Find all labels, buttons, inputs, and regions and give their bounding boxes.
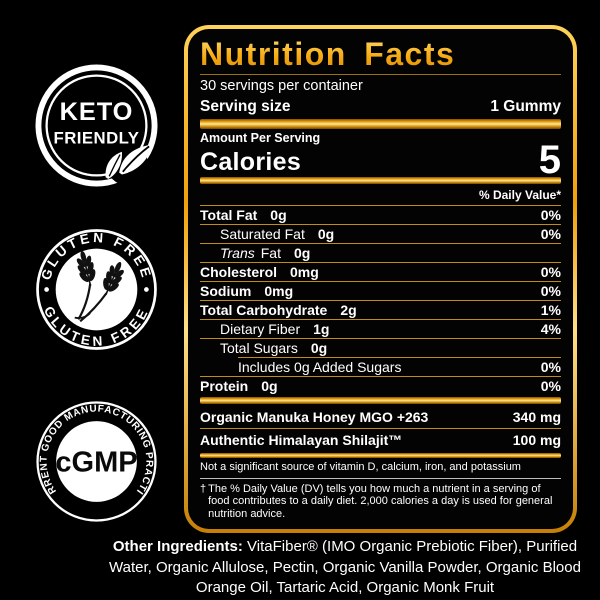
badge-cgmp: CURRENT GOOD MANUFACTURING PRACTICE cGMP — [33, 398, 160, 525]
gf-outer-ring — [36, 229, 157, 350]
nutrient-name: Dietary Fiber — [220, 320, 301, 337]
footnote-divider — [200, 477, 561, 479]
supplement-row-shilajit: Authentic Himalayan Shilajit™ 100 mg — [200, 429, 561, 451]
nutrient-amount: 0g — [317, 225, 335, 242]
indented-separator — [238, 357, 561, 358]
nutrient-name: Includes 0g Added Sugars — [238, 358, 402, 375]
nutrient-dv: 0% — [540, 377, 561, 394]
nutrition-facts-content: Nutrition Facts 30 servings per containe… — [188, 29, 573, 529]
keto-text: KETO — [60, 98, 134, 126]
nutrient-name: Cholesterol — [200, 263, 278, 280]
nutrient-dv: 0% — [540, 282, 561, 299]
nutrient-amount: 2g — [340, 301, 357, 318]
nutrient-row-saturated-fat: Saturated Fat 0g 0% — [200, 225, 561, 244]
footnote-dv-text: The % Daily Value (DV) tells you how muc… — [208, 482, 553, 520]
supplement-name: Organic Manuka Honey MGO +263 — [200, 409, 429, 425]
servings-per-container: 30 servings per container — [200, 78, 363, 94]
keto-badge-graphic: KETO FRIENDLY — [35, 64, 158, 187]
other-ingredients-text: VitaFiber® (IMO Organic Prebiotic Fiber)… — [109, 538, 581, 596]
friendly-text: FRIENDLY — [54, 129, 140, 148]
nutrient-row-total-carbohydrate: Total Carbohydrate 2g 1% — [200, 301, 561, 320]
footnote-daily-value: † The % Daily Value (DV) tells you how m… — [200, 483, 561, 521]
other-ingredients: Other Ingredients: VitaFiber® (IMO Organ… — [95, 537, 595, 599]
nutrient-row-total-fat: Total Fat 0g 0% — [200, 206, 561, 225]
nutrient-name: Saturated Fat — [220, 225, 305, 242]
nutrient-amount: 0mg — [290, 263, 319, 280]
nutrient-amount: 0g — [261, 377, 278, 394]
nutrient-row-sodium: Sodium 0mg 0% — [200, 282, 561, 301]
cgmp-center-text: cGMP — [55, 446, 137, 478]
nutrient-dv: 4% — [540, 320, 561, 337]
nutrient-row-cholesterol: Cholesterol 0mg 0% — [200, 263, 561, 282]
nutrient-amount: 0mg — [264, 282, 294, 299]
nutrient-dv: 0% — [540, 263, 561, 280]
daily-value-header: % Daily Value* — [200, 186, 561, 206]
nutrient-dv: 0% — [540, 358, 561, 375]
nutrient-name: Fat — [260, 244, 281, 261]
supplement-amount: 100 mg — [512, 432, 561, 448]
badge-keto-friendly: KETO FRIENDLY — [33, 62, 160, 189]
nutrient-dv: 1% — [540, 301, 561, 318]
nutrient-name: Total Carbohydrate — [200, 301, 328, 318]
gf-inner-disc — [55, 248, 138, 331]
wheat-icon — [71, 247, 130, 323]
supplement-name: Authentic Himalayan Shilajit™ — [200, 432, 403, 448]
supplement-amount: 340 mg — [512, 409, 561, 425]
nutrient-name: Total Sugars — [220, 339, 298, 356]
nutrient-name: Sodium — [200, 282, 252, 299]
leaf-icon — [105, 144, 152, 180]
keto-outer-ring — [35, 64, 158, 187]
nutrient-row-added-sugars: Includes 0g Added Sugars 0% — [200, 358, 561, 377]
dagger-symbol: † — [200, 482, 207, 495]
nutrient-dv: 0% — [540, 225, 561, 242]
nutrient-amount: 1g — [313, 320, 330, 337]
gluten-free-badge-graphic: GLUTEN FREE GLUTEN FREE — [36, 229, 157, 350]
nutrient-amount: 0g — [310, 339, 328, 356]
cgmp-outer-ring — [36, 401, 157, 522]
calories-label: Calories — [200, 148, 302, 176]
badge-gluten-free: GLUTEN FREE GLUTEN FREE — [33, 226, 160, 353]
title-divider — [200, 74, 561, 75]
calories-row: Calories 5 — [200, 138, 561, 182]
other-ingredients-label: Other Ingredients: — [112, 538, 243, 555]
amount-per-serving-label: Amount Per Serving — [200, 131, 321, 145]
nutrient-name: Total Fat — [200, 206, 258, 223]
footnote-minerals: Not a significant source of vitamin D, c… — [200, 461, 521, 473]
gold-bar — [200, 397, 561, 404]
thick-gold-bar — [200, 119, 561, 129]
nutrition-facts-title: Nutrition Facts — [200, 37, 561, 71]
nutrient-amount: 0g — [270, 206, 287, 223]
keto-inner-ring — [45, 74, 148, 177]
gf-left-dot — [44, 287, 49, 292]
nutrient-row-trans-fat: Trans Fat 0g — [200, 244, 561, 263]
nutrient-dv: 0% — [540, 206, 561, 223]
gold-bar — [200, 177, 561, 184]
serving-size-value: 1 Gummy — [490, 98, 561, 115]
supplement-row-manuka-honey: Organic Manuka Honey MGO +263 340 mg — [200, 406, 561, 429]
calories-value: 5 — [538, 138, 561, 182]
nutrient-name: Protein — [200, 377, 249, 394]
cgmp-badge-graphic: CURRENT GOOD MANUFACTURING PRACTICE cGMP — [33, 398, 157, 522]
nutrient-name-italic: Trans — [220, 244, 255, 261]
nutrient-amount: 0g — [293, 244, 311, 261]
serving-size-row: Serving size 1 Gummy — [200, 97, 561, 116]
nutrition-facts-panel: Nutrition Facts 30 servings per containe… — [184, 25, 577, 533]
serving-size-label: Serving size — [200, 98, 291, 115]
cgmp-inner-disc — [56, 421, 137, 502]
gf-right-dot — [144, 287, 149, 292]
nutrient-row-dietary-fiber: Dietary Fiber 1g 4% — [200, 320, 561, 339]
nutrient-row-total-sugars: Total Sugars 0g — [200, 339, 561, 357]
nutrient-row-protein: Protein 0g 0% — [200, 377, 561, 395]
thin-gold-bar — [200, 453, 561, 458]
